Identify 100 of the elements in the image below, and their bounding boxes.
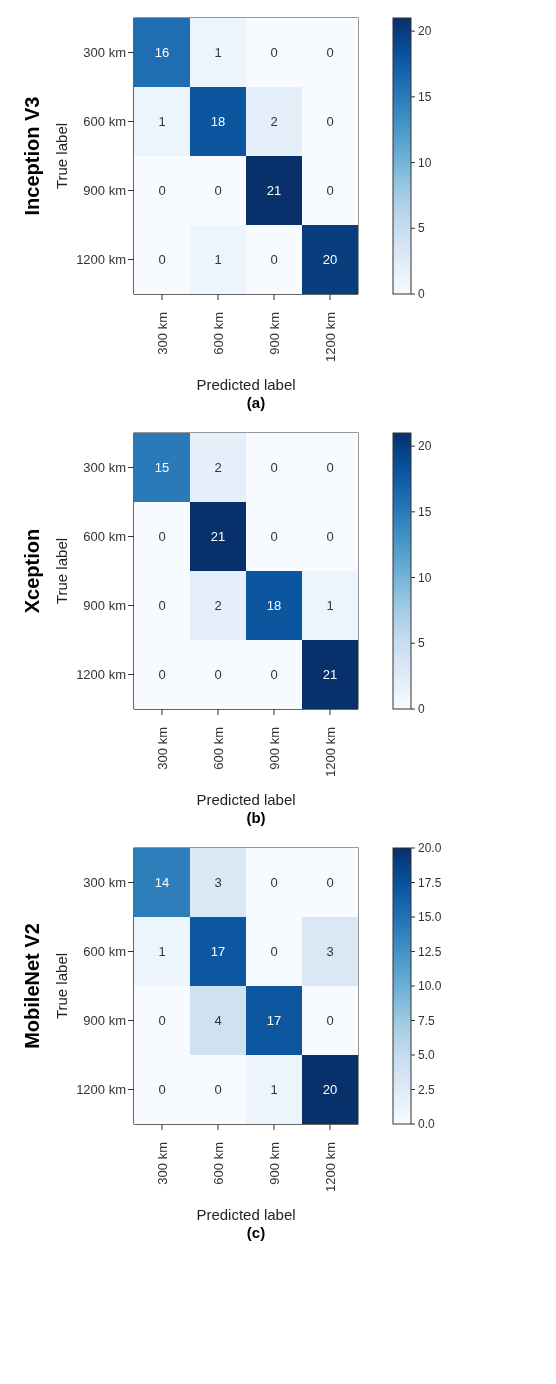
data-label: 2 [214, 598, 222, 613]
color-bar-label: 15.0 [418, 910, 442, 924]
color-bar-label: 5 [418, 221, 425, 236]
x-tick-label: 300 km [154, 1142, 170, 1185]
data-label: 18 [210, 114, 226, 129]
data-label: 1 [270, 1082, 278, 1097]
data-label: 1 [326, 598, 334, 613]
data-label: 2 [214, 460, 222, 475]
y-tick-label: 1200 km [76, 252, 126, 268]
x-tick-label: 600 km [210, 727, 226, 770]
y-axis-title: True label [53, 537, 71, 605]
color-bar-label: 7.5 [418, 1013, 436, 1028]
y-tick-label: 1200 km [76, 1082, 126, 1098]
color-bar-label: 12.5 [418, 944, 442, 959]
x-axis-title: Predicted label [196, 1206, 296, 1223]
data-label: 0 [270, 667, 278, 682]
data-label: 16 [154, 45, 170, 60]
y-tick-label: 300 km [83, 875, 126, 891]
data-label: 17 [210, 944, 226, 959]
x-tick-label: 1200 km [322, 727, 338, 777]
color-bar-label: 2.5 [418, 1082, 436, 1097]
x-tick-label: 300 km [154, 312, 170, 355]
data-label: 15 [154, 460, 170, 475]
y-tick-label: 1200 km [76, 667, 126, 683]
data-label: 0 [326, 875, 334, 890]
data-label: 3 [326, 944, 334, 959]
x-tick-label: 600 km [210, 1142, 226, 1185]
data-label: 0 [158, 598, 166, 613]
text: (c) [245, 1224, 267, 1241]
data-label: 0 [270, 45, 278, 60]
data-label: 21 [266, 183, 282, 198]
data-label: 0 [158, 1013, 166, 1028]
y-tick-label: 300 km [83, 45, 126, 61]
y-axis-title: True label [53, 952, 71, 1020]
y-tick-label: 300 km [83, 460, 126, 476]
y-tick-label: 900 km [83, 598, 126, 614]
data-label: 1 [214, 252, 222, 267]
x-tick-label: 900 km [266, 1142, 282, 1185]
data-label: 0 [270, 944, 278, 959]
data-label: 0 [326, 183, 334, 198]
data-label: 4 [214, 1013, 222, 1028]
data-label: 0 [326, 1013, 334, 1028]
data-label: 0 [214, 667, 222, 682]
data-label: 20 [322, 252, 338, 267]
text: Inception V3 [20, 96, 44, 216]
color-bar-label: 20 [418, 24, 432, 39]
color-bar-label: 20.0 [418, 841, 442, 855]
data-label: 3 [214, 875, 222, 890]
color-bar-label: 0 [418, 287, 425, 301]
x-tick-label: 300 km [154, 727, 170, 770]
x-tick-label: 1200 km [322, 1142, 338, 1192]
y-tick-label: 600 km [83, 944, 126, 960]
data-label: 0 [158, 667, 166, 682]
x-tick-label: 900 km [266, 312, 282, 355]
y-axis-title: True label [53, 122, 71, 190]
text: (b) [245, 809, 267, 826]
y-tick-label: 900 km [83, 183, 126, 199]
x-tick-label: 900 km [266, 727, 282, 770]
color-bar-label: 17.5 [418, 875, 442, 890]
data-label: 1 [158, 114, 166, 129]
data-label: 0 [158, 183, 166, 198]
data-label: 20 [322, 1082, 338, 1097]
data-label: 2 [270, 114, 278, 129]
data-label: 0 [326, 114, 334, 129]
data-label: 0 [326, 45, 334, 60]
color-bar-label: 5 [418, 636, 425, 651]
data-label: 0 [158, 529, 166, 544]
data-label: 0 [270, 529, 278, 544]
x-tick-label: 600 km [210, 312, 226, 355]
data-label: 0 [214, 1082, 222, 1097]
data-label: 21 [322, 667, 338, 682]
color-bar-label: 10 [418, 570, 432, 585]
color-bar-label: 20 [418, 439, 432, 454]
data-label: 17 [266, 1013, 282, 1028]
text: MobileNet V2 [20, 923, 44, 1049]
color-bar-label: 15 [418, 504, 432, 519]
color-bar-label: 15 [418, 89, 432, 104]
data-label: 0 [214, 183, 222, 198]
data-label: 14 [154, 875, 170, 890]
text: (a) [245, 394, 267, 411]
y-tick-label: 600 km [83, 114, 126, 130]
data-label: 0 [270, 252, 278, 267]
data-label: 18 [266, 598, 282, 613]
color-bar-label: 0.0 [418, 1117, 436, 1131]
y-tick-label: 900 km [83, 1013, 126, 1029]
x-axis-title: Predicted label [196, 791, 296, 808]
x-axis-title: Predicted label [196, 376, 296, 393]
data-label: 0 [270, 875, 278, 890]
y-tick-label: 600 km [83, 529, 126, 545]
data-label: 0 [158, 252, 166, 267]
data-label: 1 [214, 45, 222, 60]
color-bar-label: 10.0 [418, 979, 442, 993]
text: Xception [20, 528, 44, 614]
data-label: 21 [210, 529, 226, 544]
color-bar-label: 5.0 [418, 1048, 436, 1062]
data-label: 1 [158, 944, 166, 959]
data-label: 0 [158, 1082, 166, 1097]
data-label: 0 [326, 460, 334, 475]
color-bar-label: 0 [418, 702, 425, 716]
color-bar-label: 10 [418, 155, 432, 170]
